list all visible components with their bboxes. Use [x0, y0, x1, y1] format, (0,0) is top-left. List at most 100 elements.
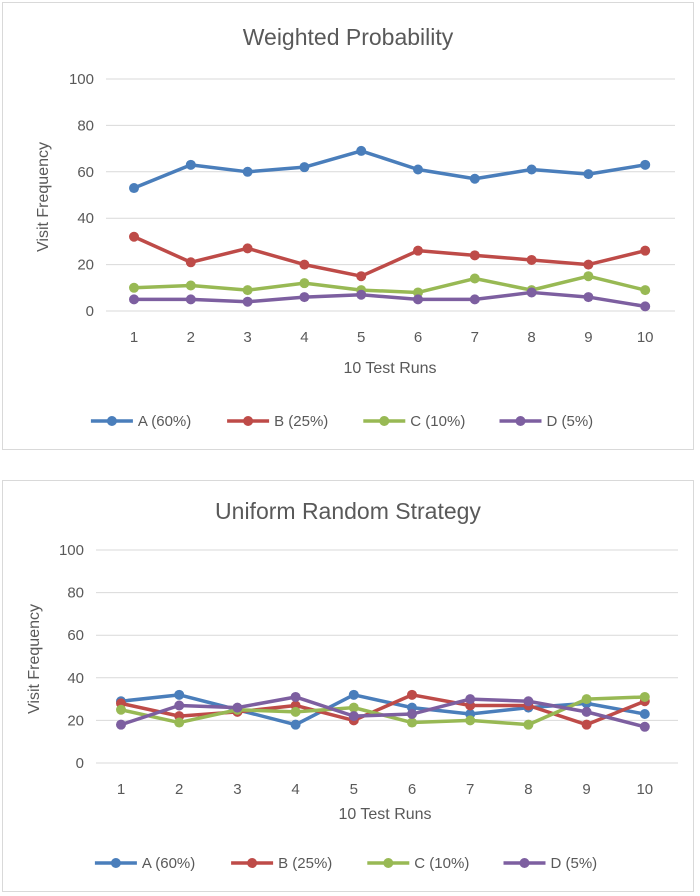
data-point [413, 294, 423, 305]
y-tick-label: 60 [67, 627, 84, 644]
data-point [348, 689, 359, 700]
data-point [581, 706, 592, 717]
data-point [116, 704, 126, 715]
x-tick-label: 3 [243, 329, 251, 346]
x-tick-label: 8 [527, 329, 535, 346]
y-tick-label: 20 [67, 712, 84, 729]
y-tick-label: 100 [59, 542, 84, 559]
x-tick-label: 5 [350, 781, 358, 798]
data-point [469, 250, 480, 261]
x-tick-label: 1 [117, 781, 125, 798]
legend-label: B (25%) [278, 855, 332, 872]
data-point [174, 717, 185, 728]
data-point [356, 271, 367, 282]
chart-title: Uniform Random Strategy [215, 498, 481, 524]
x-tick-label: 10 [636, 781, 653, 798]
data-point [242, 166, 253, 177]
data-point [185, 280, 196, 291]
legend-label: C (10%) [414, 855, 469, 872]
x-tick-label: 6 [414, 329, 422, 346]
data-point [290, 691, 301, 702]
data-point [469, 273, 480, 284]
x-tick-label: 8 [524, 781, 532, 798]
weighted-probability-chart-svg: Weighted Probability 10 Test Runs Visit … [35, 24, 675, 430]
y-tick-label: 100 [69, 71, 94, 88]
data-point [639, 709, 650, 720]
data-point [185, 159, 196, 170]
x-tick-label: 7 [471, 329, 479, 346]
data-point [290, 719, 301, 730]
data-point [469, 173, 480, 184]
legend-label: A (60%) [138, 413, 191, 430]
legend-label: D (5%) [547, 413, 594, 430]
data-point [185, 257, 196, 268]
series-line-3 [119, 695, 647, 729]
data-point [185, 294, 196, 305]
y-tick-label: 20 [77, 257, 94, 274]
data-point [356, 289, 367, 300]
chart-weighted-probability: Weighted Probability 10 Test Runs Visit … [2, 2, 694, 450]
x-axis-label: 10 Test Runs [338, 806, 431, 823]
x-tick-label: 2 [187, 329, 195, 346]
data-point [583, 169, 594, 180]
data-point [299, 292, 310, 303]
series-line-1 [132, 235, 647, 278]
data-point [523, 696, 534, 707]
series-line-1 [119, 693, 647, 727]
data-point [581, 719, 592, 730]
legend-label: B (25%) [274, 413, 328, 430]
data-point [469, 294, 480, 305]
x-tick-label: 5 [357, 329, 365, 346]
data-point [583, 259, 594, 270]
data-point [242, 296, 253, 307]
x-tick-label: 3 [233, 781, 241, 798]
data-point [299, 278, 310, 289]
x-axis-label: 10 Test Runs [343, 360, 436, 377]
legend-marker [379, 416, 390, 426]
data-point [583, 271, 594, 282]
data-point [523, 719, 534, 730]
data-point [348, 702, 359, 713]
x-tick-label: 10 [637, 329, 654, 346]
data-point [640, 159, 651, 170]
data-point [174, 700, 185, 711]
data-point [639, 691, 650, 702]
data-point [640, 301, 651, 312]
data-point [356, 145, 367, 156]
x-tick-label: 2 [175, 781, 183, 798]
data-point [348, 711, 359, 722]
data-point [290, 706, 301, 717]
legend-marker [110, 858, 121, 868]
data-point [174, 689, 185, 700]
data-point [299, 162, 310, 173]
chart-uniform-random-strategy: Uniform Random Strategy 10 Test Runs Vis… [2, 480, 694, 892]
y-axis-label: Visit Frequency [35, 142, 52, 252]
y-tick-label: 80 [67, 585, 84, 602]
data-point [465, 715, 476, 726]
data-point [129, 231, 139, 242]
uniform-random-strategy-chart-svg: Uniform Random Strategy 10 Test Runs Vis… [26, 498, 678, 872]
legend-label: A (60%) [142, 855, 195, 872]
legend-marker [243, 416, 254, 426]
data-point [407, 717, 417, 728]
legend-marker [247, 858, 258, 868]
data-point [526, 164, 537, 175]
data-point [129, 294, 139, 305]
y-tick-label: 80 [77, 117, 94, 134]
x-tick-label: 4 [291, 781, 299, 798]
y-tick-label: 0 [86, 303, 94, 320]
data-point [581, 694, 592, 705]
data-point [526, 254, 537, 265]
y-tick-label: 40 [77, 210, 94, 227]
x-tick-label: 7 [466, 781, 474, 798]
x-tick-label: 9 [584, 329, 592, 346]
data-point [526, 287, 537, 298]
data-point [129, 282, 139, 293]
legend-marker [383, 858, 394, 868]
series-line-2 [132, 274, 647, 295]
data-point [242, 243, 253, 254]
chart-title: Weighted Probability [243, 24, 454, 50]
series-line-0 [132, 149, 647, 190]
data-point [413, 245, 423, 256]
data-point [407, 709, 417, 720]
